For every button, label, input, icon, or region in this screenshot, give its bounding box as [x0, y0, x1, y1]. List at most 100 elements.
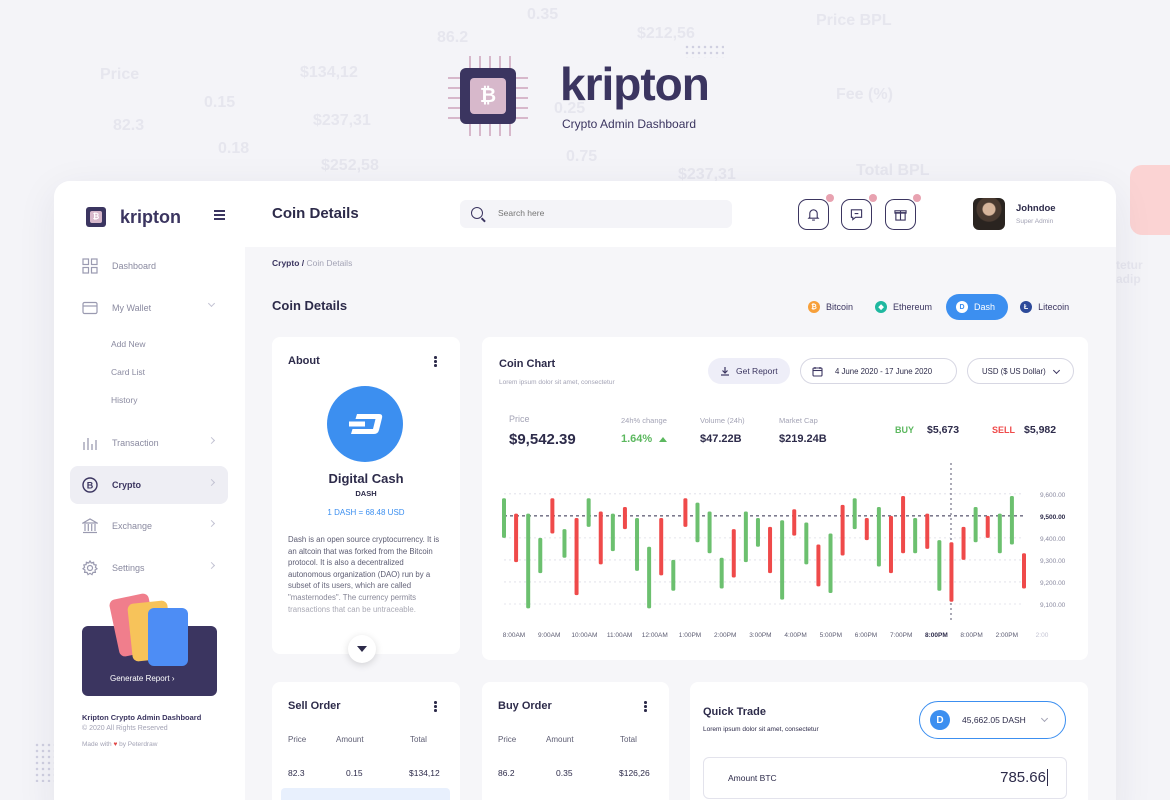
sidebar-item-settings[interactable]: Settings: [70, 549, 228, 587]
background-text: Fee (%): [836, 86, 893, 103]
messages-button[interactable]: [841, 194, 877, 230]
brand-name: kripton: [120, 206, 181, 227]
generate-report-button[interactable]: Generate Report ›: [110, 674, 175, 683]
table-cell: 0.35: [556, 768, 573, 778]
sidebar-brand[interactable]: ₿ kripton: [82, 203, 181, 231]
candle-up[interactable]: [743, 511, 748, 563]
sidebar-item-label: Transaction: [112, 438, 159, 448]
candle-down[interactable]: [985, 515, 990, 538]
sidebar-item-crypto[interactable]: B Crypto: [70, 465, 228, 504]
sidebar-item-my-wallet[interactable]: My Wallet: [70, 289, 228, 327]
candle-up[interactable]: [538, 537, 543, 574]
candle-down[interactable]: [901, 496, 906, 554]
candle-up[interactable]: [913, 518, 918, 554]
sidebar-item-label: My Wallet: [112, 302, 152, 313]
amount-input[interactable]: [928, 769, 1048, 786]
candle-down[interactable]: [888, 515, 893, 574]
table-cell: 86.2: [498, 768, 515, 778]
avatar[interactable]: [973, 198, 1005, 230]
candle-down[interactable]: [550, 498, 555, 534]
amount-field[interactable]: Amount BTC: [703, 757, 1067, 799]
sidebar-item-dashboard[interactable]: Dashboard: [70, 247, 228, 285]
calendar-icon: [812, 366, 823, 377]
chevron-right-icon: [207, 561, 216, 569]
candle-up[interactable]: [997, 513, 1002, 554]
candle-down[interactable]: [622, 507, 627, 530]
candle-up[interactable]: [647, 546, 652, 609]
tab-litecoin[interactable]: Ł Litecoin: [1012, 294, 1079, 320]
candle-up[interactable]: [671, 559, 676, 591]
notifications-button[interactable]: [798, 194, 834, 230]
tab-dash[interactable]: D Dash: [946, 294, 1009, 320]
sidebar-nav: Dashboard My Wallet Add New Card List Hi…: [70, 247, 228, 590]
sidebar-subitem-card-list[interactable]: Card List: [111, 367, 146, 377]
candle-up[interactable]: [707, 511, 712, 554]
candle-down[interactable]: [683, 498, 688, 527]
candle-up[interactable]: [695, 502, 700, 543]
candle-up[interactable]: [852, 498, 857, 530]
tab-ethereum[interactable]: ◆ Ethereum: [867, 294, 942, 320]
caret-down-icon: [357, 645, 367, 652]
candle-up[interactable]: [719, 557, 724, 589]
gifts-button[interactable]: [885, 194, 921, 230]
buy-order-card: Buy Order Price Amount Total 86.2 0.35 $…: [482, 682, 669, 800]
more-options-icon[interactable]: [644, 701, 647, 713]
candle-down[interactable]: [864, 518, 869, 541]
candle-down[interactable]: [949, 542, 954, 602]
sell-order-title: Sell Order: [288, 700, 341, 712]
candle-up[interactable]: [562, 529, 567, 558]
candle-up[interactable]: [937, 540, 942, 591]
expand-button[interactable]: [348, 635, 376, 663]
candle-down[interactable]: [840, 504, 845, 556]
candle-up[interactable]: [586, 498, 591, 527]
currency-select[interactable]: USD ($ US Dollar): [967, 358, 1074, 384]
coin-rate: 1 DASH = 68.48 USD: [327, 508, 405, 517]
breadcrumb-root[interactable]: Crypto /: [272, 258, 305, 268]
generate-report-card: Generate Report ›: [82, 592, 217, 696]
candle-up[interactable]: [755, 518, 760, 547]
candle-down[interactable]: [574, 518, 579, 596]
candle-up[interactable]: [780, 520, 785, 600]
search-bar[interactable]: [460, 200, 732, 228]
more-options-icon[interactable]: [434, 701, 437, 713]
candle-down[interactable]: [925, 513, 930, 549]
candle-down[interactable]: [514, 513, 519, 563]
candle-up[interactable]: [526, 513, 531, 609]
candle-up[interactable]: [828, 533, 833, 593]
coin-select[interactable]: D 45,662.05 DASH: [919, 701, 1066, 739]
hero-logo: ₿ kripton Crypto Admin Dashboard: [446, 54, 710, 138]
candle-up[interactable]: [635, 518, 640, 571]
candle-up[interactable]: [973, 507, 978, 543]
candle-up[interactable]: [610, 513, 615, 552]
date-range-picker[interactable]: 4 June 2020 - 17 June 2020: [800, 358, 957, 384]
sidebar-item-transaction[interactable]: Transaction: [70, 424, 228, 462]
candle-down[interactable]: [961, 526, 966, 560]
sidebar-subitem-history[interactable]: History: [111, 395, 138, 405]
x-tick-label: 8:00AM: [503, 632, 525, 639]
get-report-button[interactable]: Get Report: [708, 358, 790, 384]
candle-up[interactable]: [804, 522, 809, 565]
candle-down[interactable]: [598, 511, 603, 565]
hamburger-menu-icon[interactable]: [214, 210, 225, 222]
y-tick-label: 9,600.00: [1040, 492, 1066, 499]
candle-down[interactable]: [768, 526, 773, 574]
candle-up[interactable]: [1009, 496, 1014, 545]
tab-bitcoin[interactable]: ₿ Bitcoin: [800, 294, 863, 320]
chevron-right-icon: [207, 436, 216, 445]
candle-down[interactable]: [792, 509, 797, 536]
candle-up[interactable]: [876, 507, 881, 567]
sidebar-subitem-add-new[interactable]: Add New: [111, 339, 146, 349]
candle-down[interactable]: [816, 544, 821, 587]
candle-down[interactable]: [1022, 553, 1026, 589]
amount-label: Amount BTC: [728, 773, 777, 783]
candle-down[interactable]: [731, 529, 736, 578]
table-row-highlight[interactable]: [281, 788, 450, 800]
background-text: 0.75: [566, 148, 598, 165]
candle-down[interactable]: [659, 518, 664, 576]
search-input[interactable]: [498, 208, 698, 218]
candle-up[interactable]: [502, 498, 506, 538]
more-options-icon[interactable]: [434, 356, 437, 368]
sidebar-item-exchange[interactable]: Exchange: [70, 507, 228, 545]
notification-dot: [913, 194, 921, 202]
chip-logo-icon: ₿: [446, 54, 530, 138]
